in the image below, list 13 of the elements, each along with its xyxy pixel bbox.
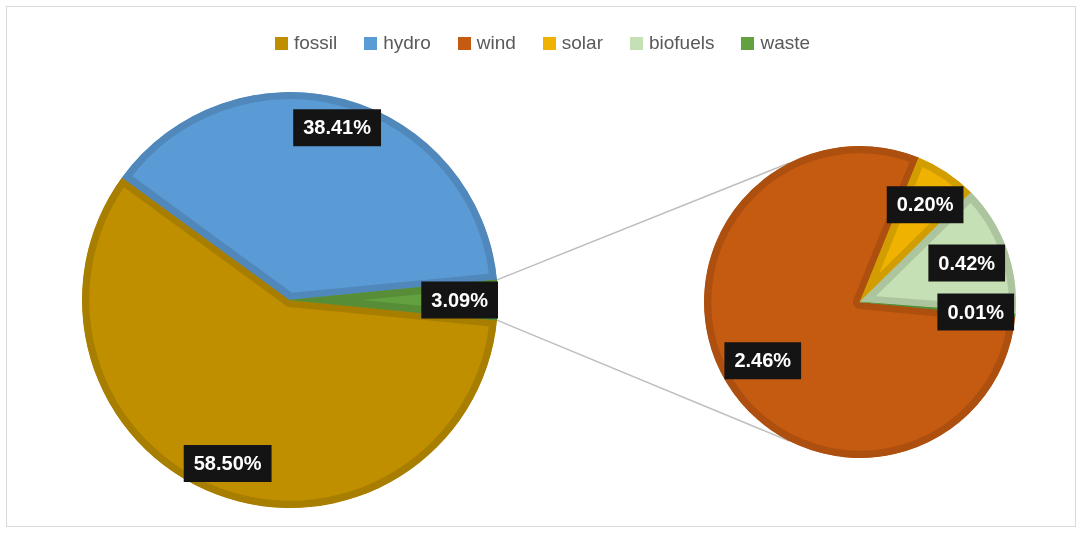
legend-label: biofuels [648, 31, 715, 55]
data-label: 0.20% [896, 193, 954, 216]
data-label: 58.50% [193, 452, 262, 475]
data-label: 2.46% [734, 349, 792, 372]
legend-label: waste [760, 31, 811, 55]
legend-label: solar [561, 31, 603, 55]
data-label: 38.41% [303, 116, 372, 139]
data-label: 0.01% [947, 300, 1005, 323]
legend-label: hydro [383, 31, 431, 55]
data-label: 3.09% [431, 288, 489, 311]
legend-label: fossil [293, 31, 338, 55]
legend-label: wind [476, 31, 516, 55]
data-label: 0.42% [938, 251, 996, 274]
